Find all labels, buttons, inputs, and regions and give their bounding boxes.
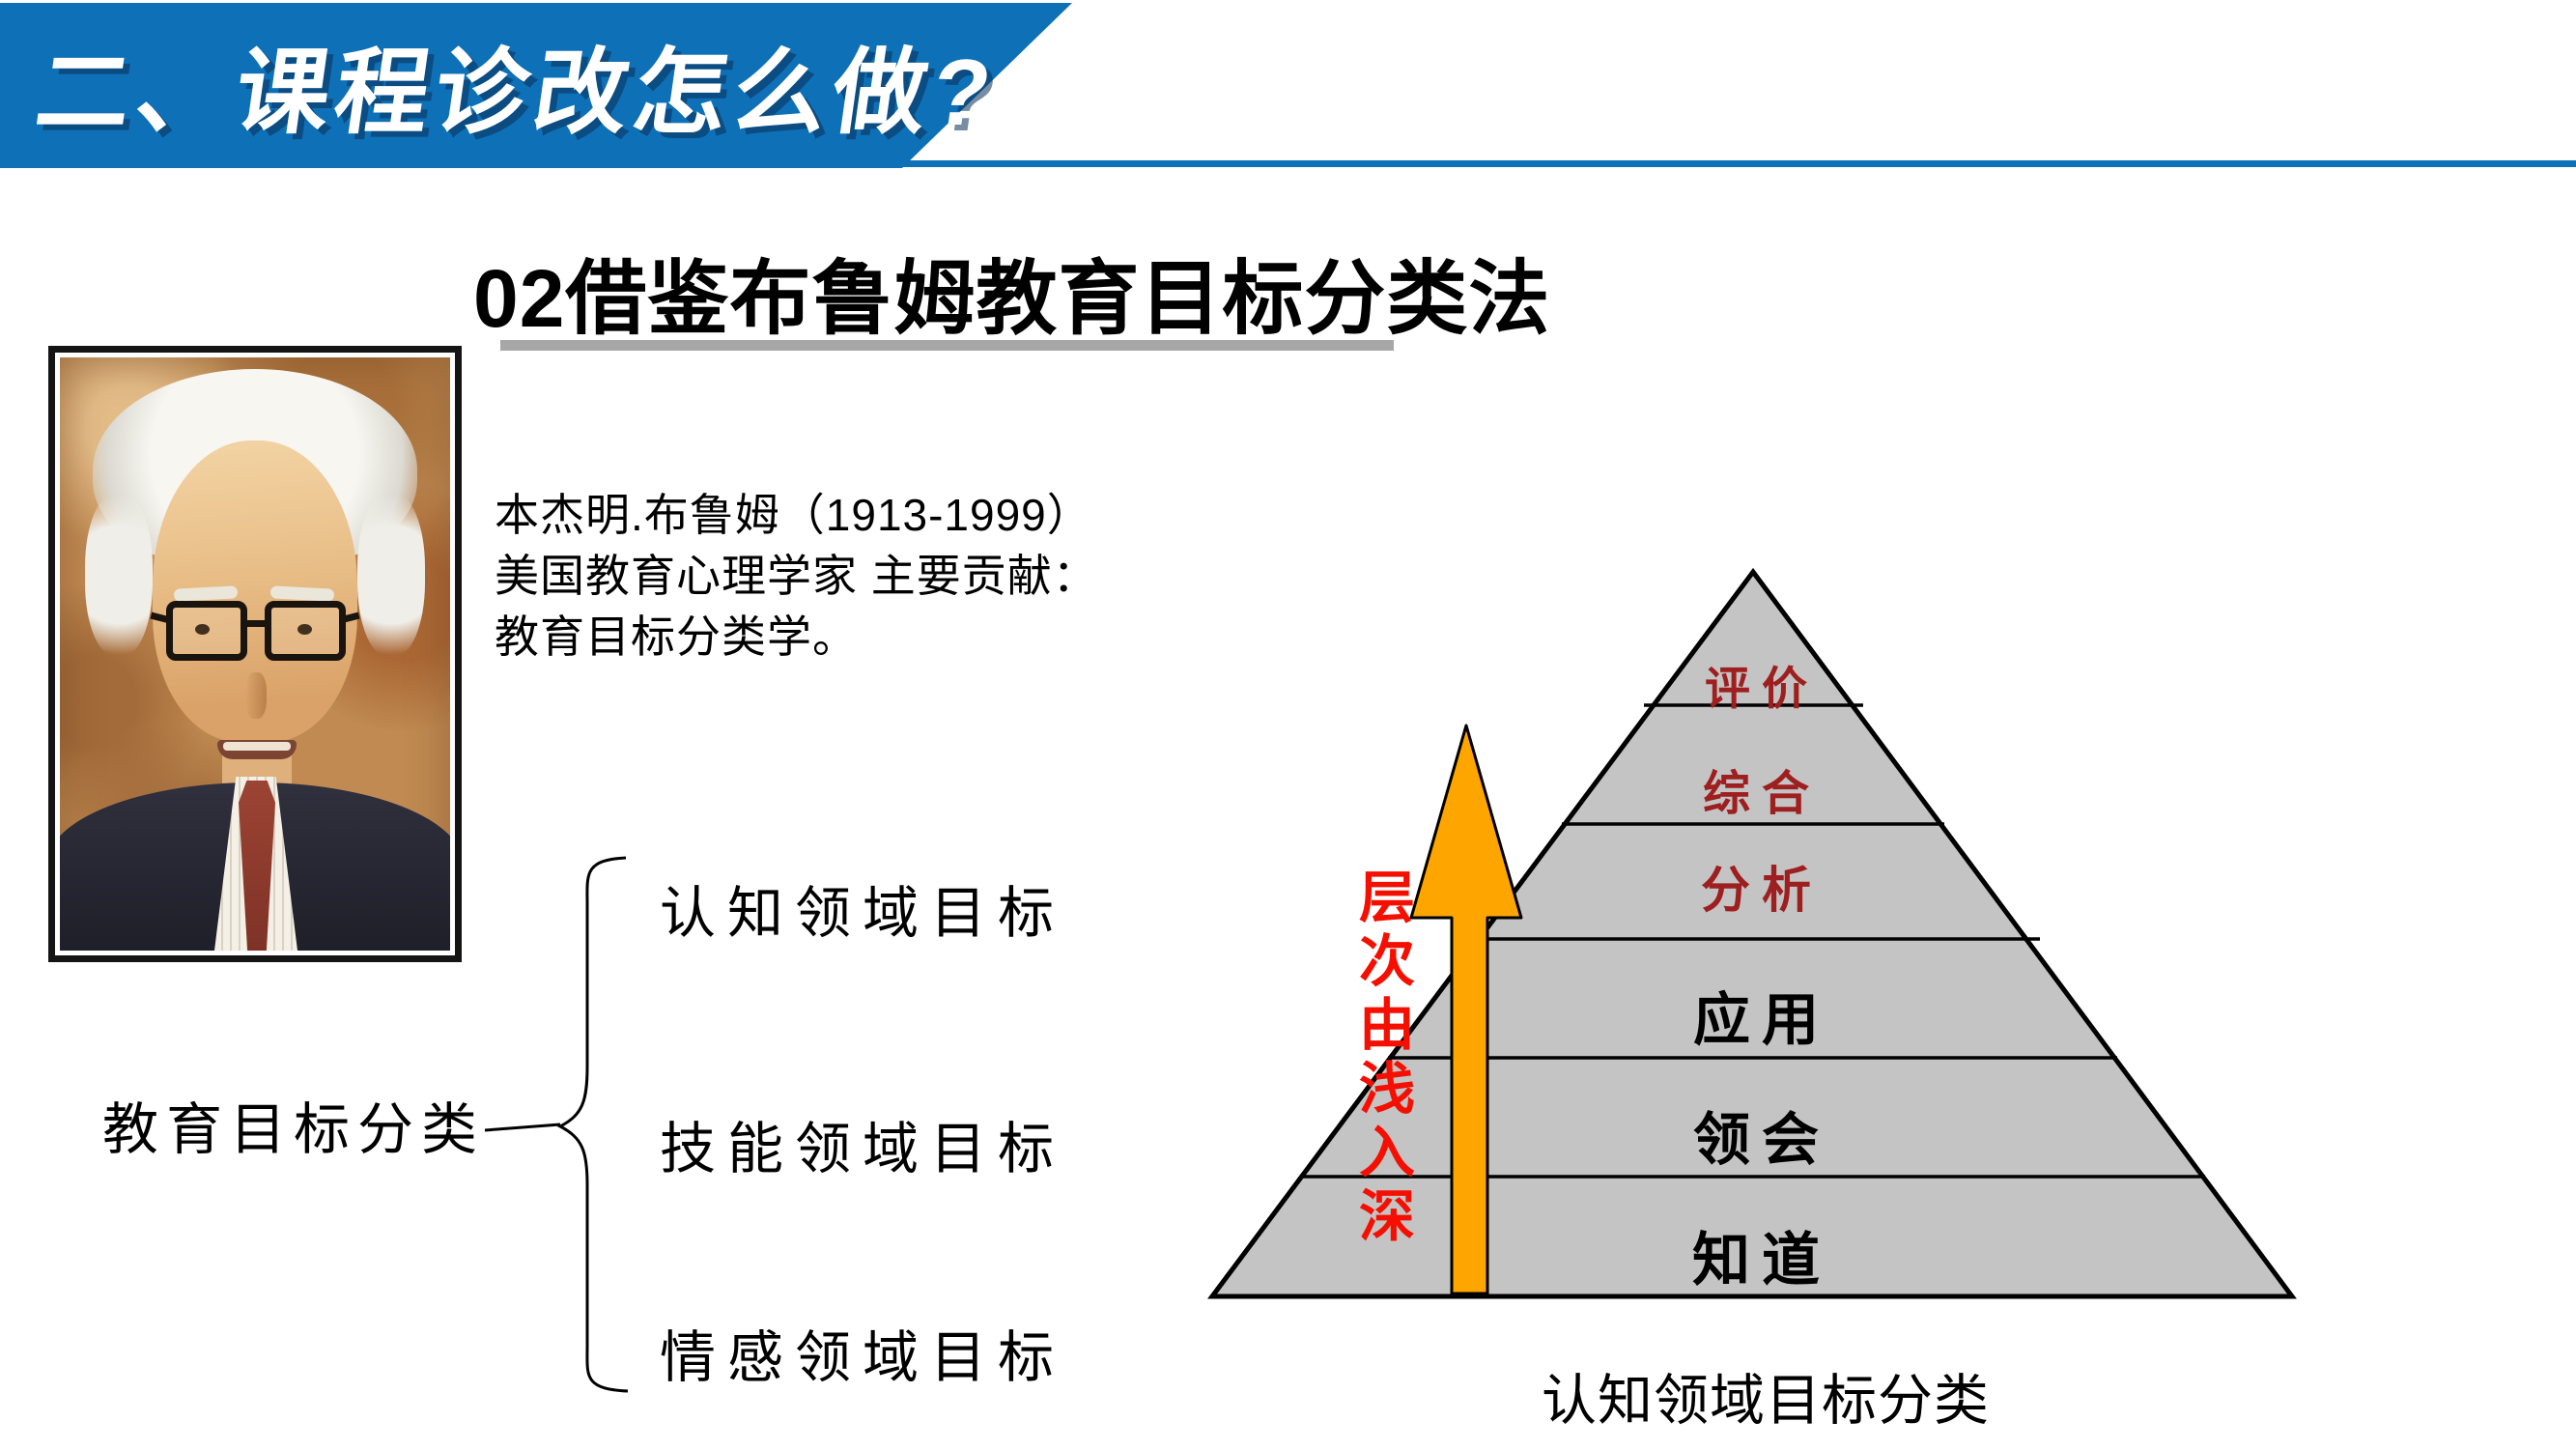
pyramid-level-evaluation: 评价: [1705, 665, 1819, 715]
bio-text: 本杰明.布鲁姆（1913-1999） 美国教育心理学家 主要贡献： 教育目标分类…: [495, 485, 1098, 668]
portrait-teeth: [223, 742, 291, 751]
taxonomy-branch-cognitive: 认知领域目标: [660, 882, 1066, 945]
pyramid-caption: 认知领域目标分类: [1542, 1370, 1990, 1432]
portrait-eye-right: [297, 624, 312, 635]
pyramid-level-synthesis: 综合: [1702, 767, 1821, 820]
bio-line-2: 美国教育心理学家 主要贡献：: [495, 551, 1098, 601]
bio-line-1: 本杰明.布鲁姆（1913-1999）: [495, 490, 1092, 540]
section-title-underline: [500, 340, 1394, 351]
portrait-eye-left: [195, 624, 210, 635]
portrait-nose: [245, 672, 267, 719]
bio-line-3: 教育目标分类学。: [495, 611, 858, 662]
portrait-glasses-bridge: [243, 620, 267, 627]
bloom-portrait-image: [60, 357, 450, 951]
arrow-depth-label: 层次由浅入深: [1350, 867, 1413, 1250]
pyramid-level-analysis: 分析: [1700, 865, 1823, 919]
brace-connector-line: [484, 1123, 561, 1132]
header-banner: [0, 3, 1072, 168]
up-arrow-icon: [1409, 724, 1523, 1295]
portrait-mouth: [217, 740, 297, 759]
taxonomy-branch-skill: 技能领域目标: [660, 1118, 1066, 1180]
taxonomy-branch-affective: 情感领域目标: [660, 1326, 1066, 1389]
bloom-portrait-photo: [48, 346, 462, 962]
pyramid-level-application: 应用: [1692, 988, 1830, 1052]
portrait-hair-left: [85, 493, 153, 657]
section-title: 02借鉴布鲁姆教育目标分类法: [473, 253, 1551, 344]
portrait-hair-right: [357, 493, 425, 657]
pyramid-level-comprehension: 领会: [1692, 1108, 1830, 1172]
header-rule: [0, 160, 2576, 167]
pyramid-level-knowledge: 知道: [1692, 1229, 1831, 1293]
curly-brace: [556, 856, 629, 1393]
taxonomy-root-label: 教育目标分类: [102, 1098, 486, 1161]
